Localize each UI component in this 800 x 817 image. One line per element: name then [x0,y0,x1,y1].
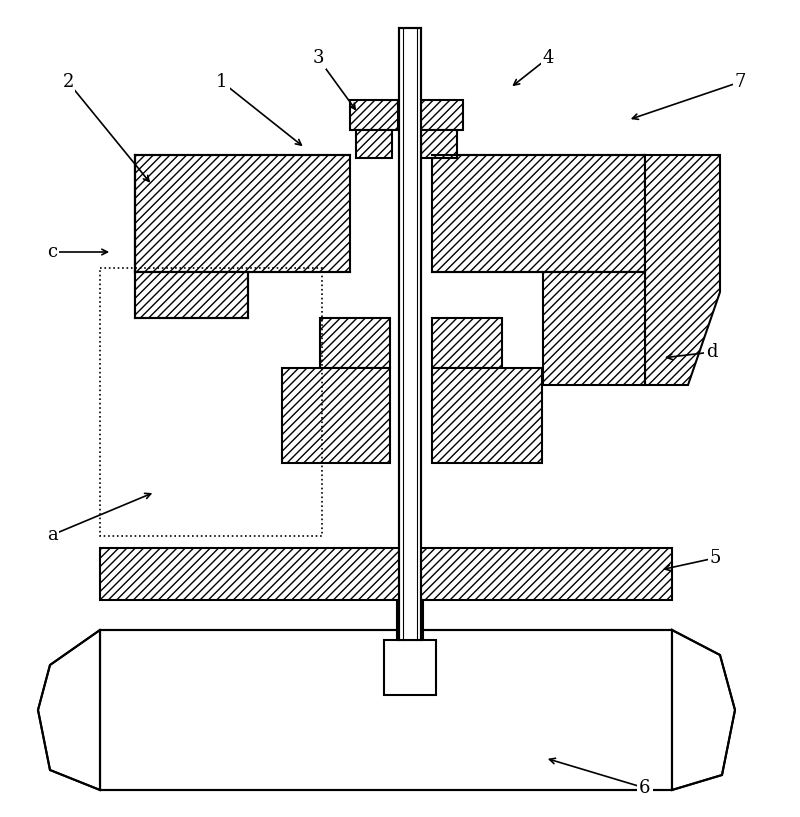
Bar [350,100,398,130]
Text: c: c [47,243,57,261]
Polygon shape [38,630,100,790]
Bar [356,130,392,158]
Text: 4: 4 [542,49,554,67]
Text: 5: 5 [710,549,721,567]
Bar [397,600,423,638]
Text: a: a [46,526,58,544]
Bar [432,318,502,368]
Polygon shape [672,630,735,790]
Bar [320,318,390,368]
Bar [415,100,463,130]
Bar [100,548,672,600]
Bar [432,155,645,272]
Bar [543,272,645,385]
Bar [403,28,417,640]
Bar [421,130,457,158]
Bar [135,272,248,318]
Text: 6: 6 [639,779,650,797]
Bar [100,630,672,790]
Bar [384,640,436,695]
Text: 2: 2 [62,73,74,91]
Polygon shape [645,155,720,385]
Bar [432,368,542,463]
Bar [135,155,350,272]
Text: d: d [706,343,718,361]
Bar [399,28,421,640]
Text: 7: 7 [734,73,746,91]
Text: 1: 1 [216,73,228,91]
Bar [399,28,421,640]
Text: 3: 3 [312,49,324,67]
Bar [100,268,322,536]
Bar [282,368,390,463]
